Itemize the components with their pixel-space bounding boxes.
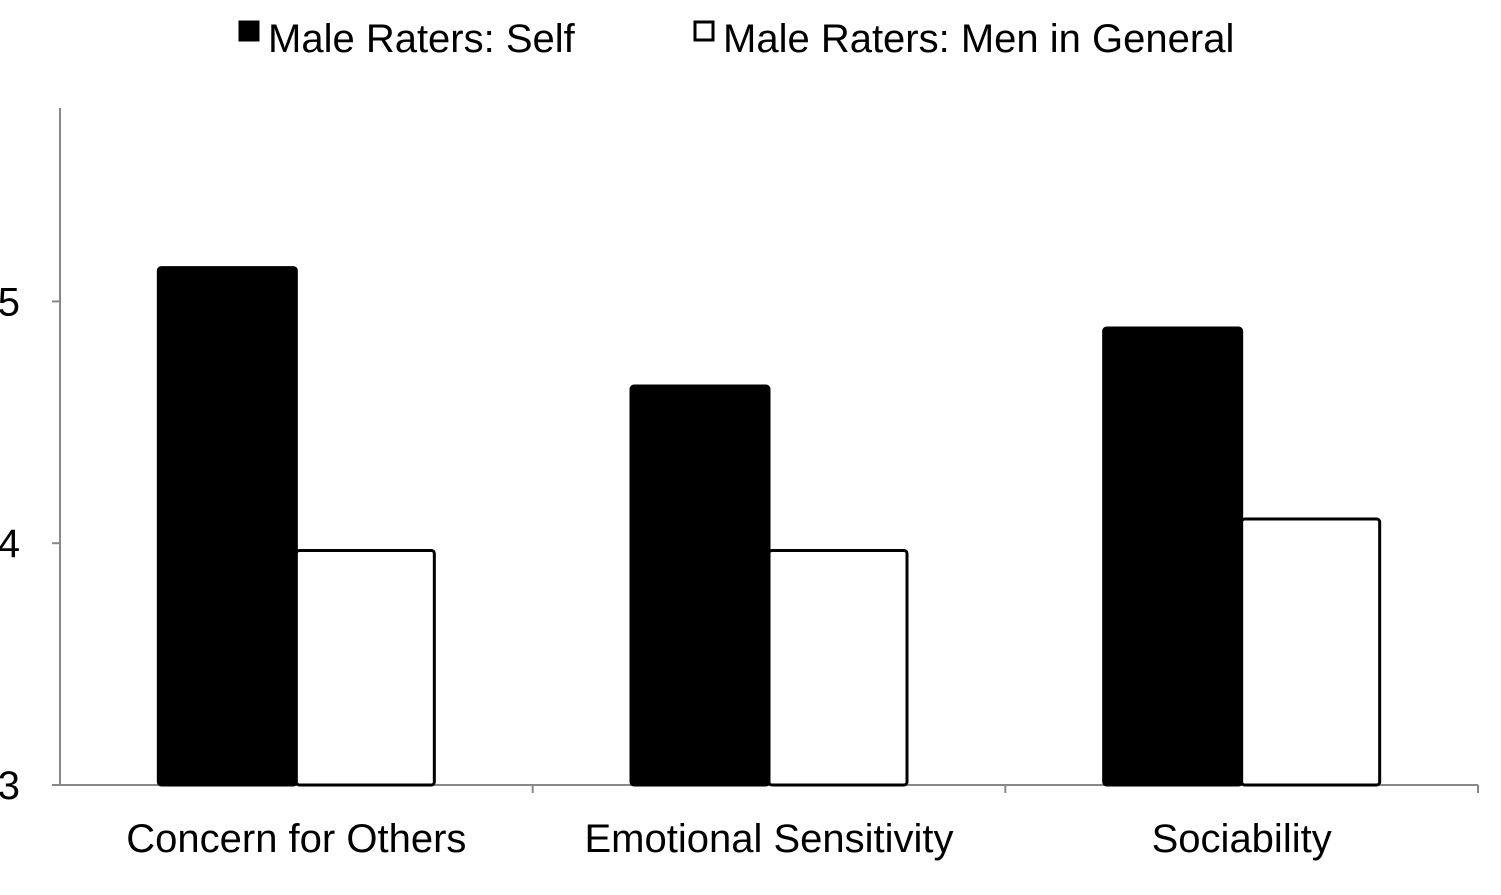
bars: [156, 266, 1382, 787]
y-tick-label: 3: [0, 764, 20, 808]
x-tick-label: Emotional Sensitivity: [584, 817, 953, 861]
labels: Concern for Others Emotional Sensitivity S…: [126, 817, 1331, 861]
bar-men-in-general: [1240, 517, 1382, 787]
legend: Male Raters: Self Male Raters: Men in Gen…: [238, 17, 1234, 61]
x-tick-label: Concern for Others: [126, 817, 466, 861]
legend-label: Male Raters: Men in General: [723, 17, 1234, 61]
legend-swatch: [238, 20, 260, 42]
bar-self: [156, 266, 298, 787]
x-tick-label: Sociability: [1152, 817, 1332, 861]
bar-self: [629, 384, 771, 787]
legend-label: Male Raters: Self: [268, 17, 576, 61]
bar-men-in-general: [767, 548, 909, 787]
y-tick-label: 5: [0, 280, 20, 324]
bar-men-in-general: [294, 548, 436, 787]
legend-swatch: [693, 20, 715, 42]
y-tick-label: 4: [0, 522, 20, 566]
bar-self: [1102, 326, 1244, 787]
